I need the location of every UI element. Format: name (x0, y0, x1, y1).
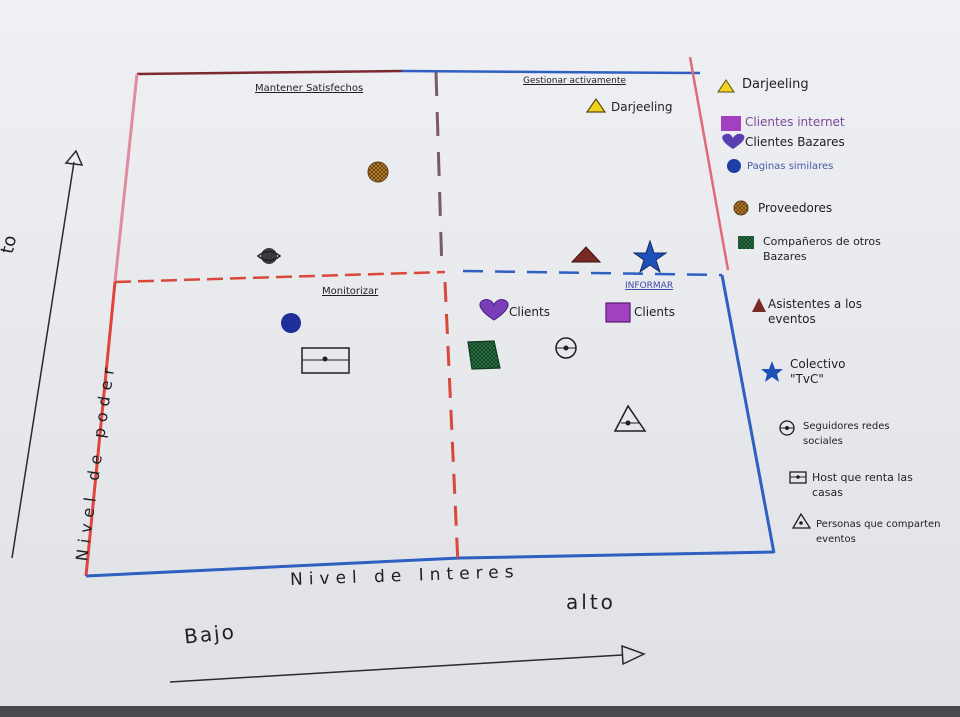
middle-vertical-top (434, 71, 444, 273)
quadrant-title-bottom-left: Monitorizar (322, 286, 379, 297)
right-border-bottom (720, 274, 776, 554)
legend-triangle-outline-icon (791, 512, 812, 529)
personas-triangle-marker-icon (613, 404, 647, 432)
legend-circle-dot-icon (779, 420, 795, 436)
colectivo-star-icon (632, 239, 668, 274)
bottom-border-right (459, 550, 775, 560)
x-axis-arrowhead-icon (621, 644, 646, 666)
legend-label-darjeeling: Darjeeling (742, 77, 809, 92)
y-axis-high-label: to (0, 233, 22, 256)
dark-eye-marker-icon (256, 248, 282, 264)
legend-triangle-yellow-icon (717, 79, 735, 93)
middle-horizontal-right (462, 269, 723, 277)
clients-heart-label: Clients (509, 305, 550, 319)
legend-square-purple-icon (721, 116, 741, 131)
y-axis-arrow-line (11, 161, 75, 559)
clients-square-label: Clients (634, 305, 675, 319)
left-border-bottom (84, 281, 117, 577)
middle-horizontal-left (114, 270, 446, 284)
paginas-similares-marker-icon (281, 313, 301, 333)
markers (256, 97, 668, 432)
bottom-border-left (85, 556, 461, 578)
quadrant-title-bottom-right: Informar (625, 281, 674, 291)
legend-label-colectivo: Colectivo "TvC" (790, 357, 846, 386)
legend-label-clientes-bazares: Clientes Bazares (745, 135, 845, 149)
legend-label-host: Host que renta las casas (812, 471, 913, 499)
legend-triangle-darkred-icon (752, 298, 766, 312)
darjeeling-inline-label: Darjeeling (611, 100, 673, 114)
quadrant-title-top-left: Mantener Satisfechos (255, 83, 364, 94)
x-axis-high-label: alto (566, 590, 616, 614)
axis-arrows (11, 149, 646, 683)
legend-label-personas: Personas que comparten eventos (816, 519, 941, 545)
clientes-bazares-heart-icon (479, 299, 509, 321)
legend-hatched-circle-orange-icon (733, 200, 749, 216)
table-edge (0, 706, 960, 717)
legend-label-asistentes: Asistentes a los eventos (768, 297, 862, 326)
left-border-top (113, 73, 139, 283)
legend-rect-dot-icon (789, 471, 807, 484)
seguidores-marker-icon (555, 337, 577, 359)
quadrant-title-top-right: Gestionar activamente (523, 76, 626, 86)
host-marker-icon (301, 347, 350, 374)
legend-hatched-square-green-icon (738, 236, 754, 249)
legend-label-proveedores: Proveedores (758, 201, 833, 215)
asistentes-triangle-icon (570, 246, 602, 263)
grid-lines (84, 56, 776, 578)
legend-heart-purple-icon (722, 133, 745, 149)
proveedores-marker-icon (367, 161, 389, 183)
right-border-top (688, 56, 730, 271)
top-border-left (136, 69, 403, 76)
clientes-internet-square-icon (605, 302, 631, 323)
legend-star-blue-icon (761, 361, 783, 382)
y-axis-arrowhead-icon (64, 149, 84, 166)
middle-vertical-bottom (443, 281, 460, 566)
x-axis-arrow-line (169, 654, 623, 683)
darjeeling-triangle-icon (585, 97, 607, 113)
legend-label-clientes-internet: Clientes internet (745, 115, 845, 129)
top-border-right (401, 69, 701, 75)
legend-label-paginas-similares: Paginas similares (747, 161, 834, 172)
legend-label-companeros: Compañeros de otros Bazares (763, 235, 881, 263)
legend-label-seguidores: Seguidores redes sociales (803, 421, 890, 447)
legend-icons (717, 79, 812, 529)
companeros-marker-icon (467, 340, 501, 370)
legend-circle-blue-icon (727, 159, 741, 173)
